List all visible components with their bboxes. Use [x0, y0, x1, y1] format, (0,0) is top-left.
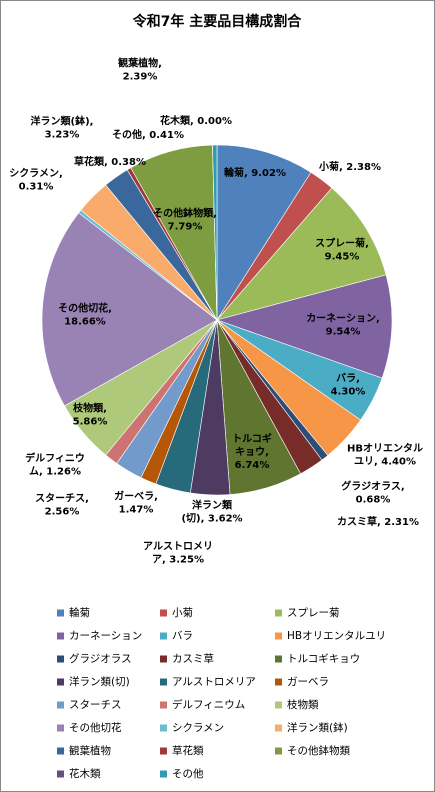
- legend-label: 観葉植物: [69, 744, 111, 757]
- pie-slice: [212, 144, 218, 321]
- legend-swatch: [57, 770, 64, 778]
- legend-swatch: [275, 701, 282, 709]
- legend-label: アルストロメリア: [172, 676, 256, 688]
- legend-swatch: [160, 701, 167, 709]
- legend-swatch: [160, 747, 167, 755]
- legend-label: 輪菊: [69, 606, 90, 619]
- legend-label: カスミ草: [172, 653, 214, 665]
- legend-swatch: [275, 747, 282, 755]
- data-label: 小菊, 2.38%: [318, 160, 381, 173]
- pie-slice: [215, 274, 393, 379]
- data-label: カーネーション, 9.54%: [306, 313, 380, 338]
- legend-swatch: [160, 632, 167, 640]
- legend-swatch: [57, 609, 64, 617]
- data-label: その他切花, 18.66%: [58, 302, 112, 328]
- data-label: ガーベラ, 1.47%: [114, 490, 158, 516]
- legend-label: ガーベラ: [287, 676, 329, 688]
- legend-label: デルフィニウム: [172, 698, 245, 711]
- pie-slice: [216, 144, 312, 322]
- legend-label: バラ: [172, 630, 193, 642]
- legend-swatch: [160, 609, 167, 617]
- data-label: その他鉢物類, 7.79%: [153, 207, 217, 233]
- data-label: アルストロメリア, 3.25%: [143, 541, 213, 566]
- legend-label: その他鉢物類: [287, 744, 350, 757]
- legend-swatch: [275, 655, 282, 663]
- legend-label: 小菊: [172, 607, 193, 619]
- data-label: 観葉植物, 2.39%: [118, 57, 162, 83]
- legend-label: その他切花: [69, 721, 122, 734]
- legend-label: スプレー菊: [287, 607, 340, 619]
- data-label: カスミ草, 2.31%: [337, 515, 419, 528]
- data-label: 輪菊, 9.02%: [224, 166, 286, 179]
- legend-swatch: [57, 678, 64, 686]
- legend-swatch: [160, 770, 167, 778]
- legend-swatch: [57, 655, 64, 663]
- legend-swatch: [57, 632, 64, 640]
- legend-label: 草花類: [172, 744, 204, 757]
- legend-swatch: [275, 632, 282, 640]
- legend-label: カーネーション: [69, 630, 142, 642]
- legend-label: スターチス: [69, 699, 122, 711]
- legend-label: 洋ラン類(鉢): [287, 721, 348, 734]
- legend-swatch: [57, 701, 64, 709]
- legend-label: 洋ラン類(切): [69, 675, 130, 688]
- legend-label: グラジオラス: [69, 652, 132, 665]
- legend-label: トルコギキョウ: [287, 653, 360, 665]
- data-label: HBオリエンタルユリ, 4.40%: [347, 443, 423, 468]
- pie-slice: [216, 187, 387, 321]
- legend-swatch: [57, 747, 64, 755]
- data-label: トルコギキョウ, 6.74%: [232, 432, 272, 471]
- data-label: スターチス, 2.56%: [35, 493, 89, 518]
- legend-swatch: [275, 609, 282, 617]
- data-label: デルフィニウム, 1.26%: [25, 452, 85, 478]
- legend-swatch: [275, 724, 282, 732]
- data-label: 枝物類, 5.86%: [72, 402, 107, 428]
- pie-slice: [41, 212, 218, 407]
- data-label: バラ, 4.30%: [331, 373, 366, 398]
- data-label: 洋ラン類(切), 3.62%: [181, 499, 242, 525]
- legend-label: シクラメン: [172, 722, 224, 734]
- legend-label: 花木類: [69, 767, 101, 780]
- legend-swatch: [160, 724, 167, 732]
- data-label: 花木類, 0.00%: [160, 114, 232, 127]
- data-label: グラジオラス, 0.68%: [341, 480, 404, 506]
- legend-swatch: [160, 678, 167, 686]
- data-label: スプレー菊, 9.45%: [315, 237, 369, 263]
- legend-label: HBオリエンタルユリ: [287, 630, 386, 642]
- chart-title: 令和7年 主要品目構成割合: [132, 13, 303, 30]
- legend-swatch: [275, 678, 282, 686]
- data-label: 草花類, 0.38%: [74, 155, 146, 168]
- data-label: 洋ラン類(鉢), 3.23%: [31, 115, 94, 141]
- data-label: その他, 0.41%: [112, 128, 184, 141]
- legend-swatch: [57, 724, 64, 732]
- legend-label: 枝物類: [287, 698, 319, 711]
- legend-label: その他: [172, 767, 204, 780]
- legend-swatch: [160, 655, 167, 663]
- data-label: シクラメン, 0.31%: [9, 168, 63, 193]
